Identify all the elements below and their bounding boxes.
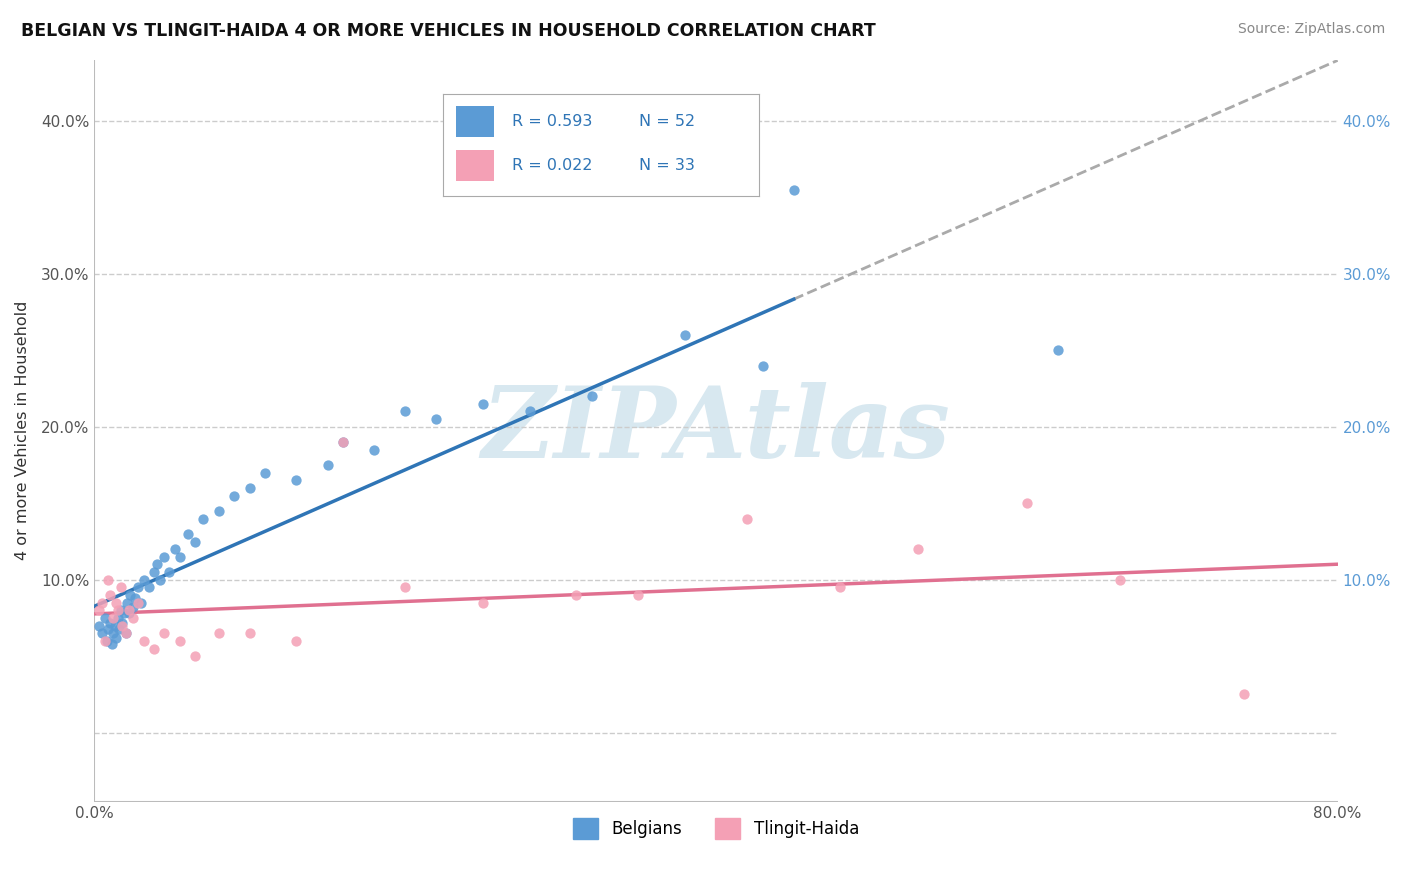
- Point: [89, 618, 111, 632]
- Point: [254, 466, 277, 480]
- Point: [91, 626, 114, 640]
- Point: [134, 634, 156, 648]
- Point: [100, 637, 122, 651]
- Point: [394, 581, 416, 595]
- Point: [316, 458, 339, 472]
- Point: [177, 526, 200, 541]
- Point: [208, 504, 231, 518]
- Point: [472, 397, 495, 411]
- Point: [783, 183, 806, 197]
- Point: [224, 489, 246, 503]
- Point: [239, 481, 262, 495]
- Point: [519, 404, 541, 418]
- Point: [110, 603, 132, 617]
- Point: [169, 634, 191, 648]
- Point: [94, 634, 117, 648]
- Point: [114, 626, 136, 640]
- Point: [165, 542, 187, 557]
- Point: [138, 581, 160, 595]
- Y-axis label: 4 or more Vehicles in Household: 4 or more Vehicles in Household: [15, 301, 30, 560]
- Point: [91, 596, 114, 610]
- Point: [127, 581, 149, 595]
- Point: [1015, 496, 1038, 510]
- Point: [153, 626, 176, 640]
- Point: [332, 435, 354, 450]
- Point: [153, 549, 176, 564]
- Point: [239, 626, 262, 640]
- Point: [124, 591, 146, 606]
- FancyBboxPatch shape: [456, 106, 494, 136]
- Point: [101, 611, 124, 625]
- Text: Source: ZipAtlas.com: Source: ZipAtlas.com: [1237, 22, 1385, 37]
- Point: [425, 412, 447, 426]
- Point: [581, 389, 603, 403]
- Text: R = 0.022: R = 0.022: [512, 158, 593, 173]
- Point: [193, 511, 215, 525]
- Point: [285, 634, 308, 648]
- Point: [184, 534, 207, 549]
- Point: [565, 588, 588, 602]
- Point: [735, 511, 758, 525]
- Text: ZIPAtlas: ZIPAtlas: [482, 383, 950, 479]
- Point: [627, 588, 650, 602]
- Point: [118, 603, 141, 617]
- Point: [111, 618, 134, 632]
- Point: [122, 611, 145, 625]
- Point: [118, 607, 141, 621]
- Point: [112, 607, 135, 621]
- Point: [830, 581, 852, 595]
- Point: [149, 573, 172, 587]
- Point: [98, 615, 121, 630]
- Point: [907, 542, 929, 557]
- Point: [472, 596, 495, 610]
- Point: [114, 626, 136, 640]
- Point: [142, 565, 165, 579]
- Point: [394, 404, 416, 418]
- Point: [107, 603, 129, 617]
- Point: [145, 558, 167, 572]
- Point: [157, 565, 180, 579]
- Point: [142, 641, 165, 656]
- Point: [94, 611, 117, 625]
- Point: [110, 581, 132, 595]
- Point: [169, 549, 191, 564]
- Text: N = 33: N = 33: [640, 158, 695, 173]
- Point: [115, 596, 138, 610]
- Text: N = 52: N = 52: [640, 114, 695, 128]
- Point: [97, 622, 120, 636]
- Point: [89, 603, 111, 617]
- Text: R = 0.593: R = 0.593: [512, 114, 593, 128]
- Point: [134, 573, 156, 587]
- Text: BELGIAN VS TLINGIT-HAIDA 4 OR MORE VEHICLES IN HOUSEHOLD CORRELATION CHART: BELGIAN VS TLINGIT-HAIDA 4 OR MORE VEHIC…: [21, 22, 876, 40]
- Point: [122, 600, 145, 615]
- Point: [673, 328, 696, 343]
- Point: [120, 588, 142, 602]
- Point: [184, 649, 207, 664]
- Point: [96, 634, 118, 648]
- Point: [1046, 343, 1069, 358]
- Point: [363, 442, 385, 457]
- Point: [98, 588, 121, 602]
- Point: [751, 359, 773, 373]
- Point: [127, 596, 149, 610]
- Point: [105, 596, 128, 610]
- Point: [105, 631, 128, 645]
- Point: [104, 618, 127, 632]
- Point: [107, 611, 129, 625]
- Point: [285, 473, 308, 487]
- Point: [1233, 688, 1256, 702]
- Point: [208, 626, 231, 640]
- Point: [1109, 573, 1132, 587]
- Point: [97, 573, 120, 587]
- Point: [332, 435, 354, 450]
- Point: [111, 615, 134, 630]
- Point: [101, 626, 124, 640]
- FancyBboxPatch shape: [456, 150, 494, 181]
- Legend: Belgians, Tlingit-Haida: Belgians, Tlingit-Haida: [567, 812, 866, 846]
- Point: [129, 596, 152, 610]
- Point: [108, 622, 131, 636]
